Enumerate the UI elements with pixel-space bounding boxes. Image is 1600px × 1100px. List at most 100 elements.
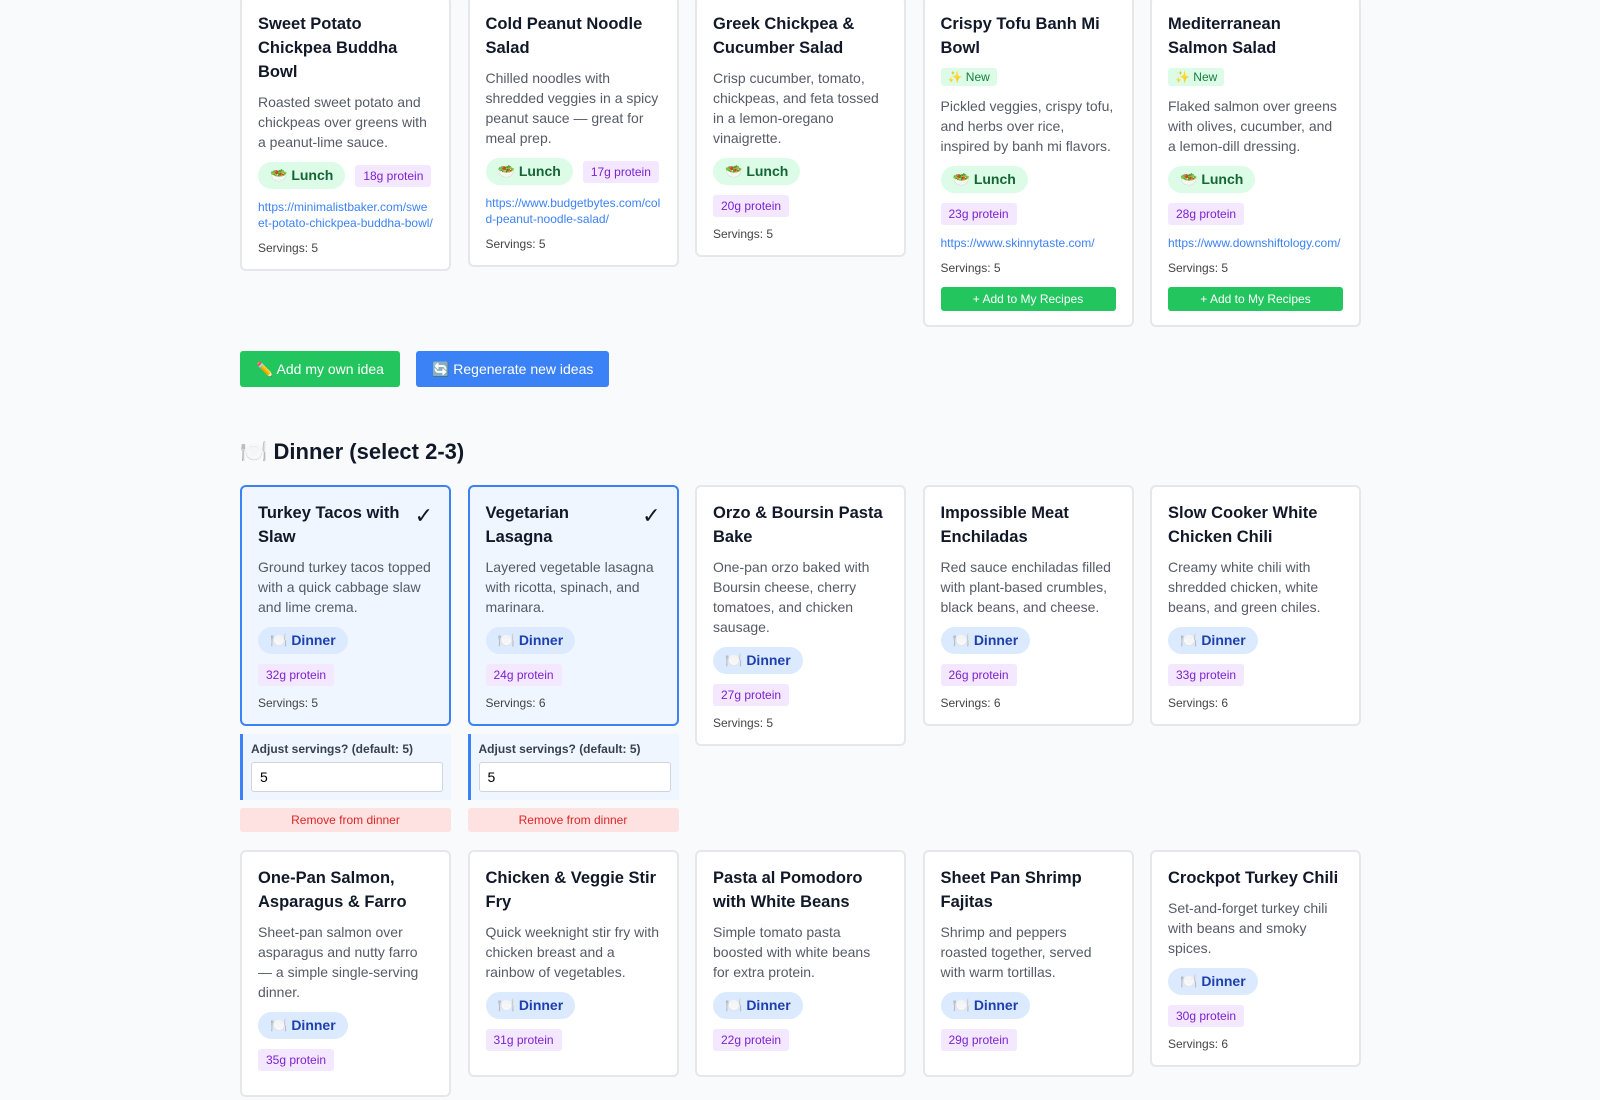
recipe-card[interactable]: Chicken & Veggie Stir Fry Quick weeknight… [467,850,679,1077]
recipe-card[interactable]: Sweet Potato Chickpea Buddha Bowl Roasted… [240,0,451,271]
card-column: Crispy Tofu Banh Mi Bowl ✨ New Pickled veg… [922,0,1134,327]
recipe-card[interactable]: Mediterranean Salmon Salad ✨ New Flaked sa… [1150,0,1361,327]
card-title: Chicken & Veggie Stir Fry [485,869,657,911]
servings-input[interactable] [251,762,443,792]
card-title-row: Turkey Tacos with Slaw ✓ [258,501,433,549]
card-description: Layered vegetable lasagna with ricotta, … [485,559,654,615]
tag-row: 🍽️ Dinner 31g protein [485,992,661,1051]
servings-input[interactable] [478,762,671,792]
recipe-card[interactable]: Turkey Tacos with Slaw ✓ Ground turkey tac… [240,485,451,726]
meal-tag: 🥗 Lunch [1168,166,1256,193]
lunch-grid: Sweet Potato Chickpea Buddha Bowl Roasted… [240,0,1361,327]
servings: Servings: 6 [1168,1037,1229,1051]
tag-row: 🍽️ Dinner 22g protein [713,992,888,1051]
servings: Servings: 6 [485,696,546,710]
recipe-card[interactable]: Vegetarian Lasagna ✓ Layered vegetable las… [467,485,679,726]
card-title: Crispy Tofu Banh Mi Bowl [940,15,1100,57]
card-description: Shrimp and peppers roasted together, ser… [940,924,1092,980]
remove-button[interactable]: Remove from dinner [240,808,451,832]
protein-tag: 17g protein [582,160,659,183]
dinner-heading: 🍽️ Dinner (select 2-3) [240,439,465,464]
card-column: One-Pan Salmon, Asparagus & Farro Sheet-p… [240,850,451,1097]
tag-row: 🍽️ Dinner 26g protein [940,627,1116,686]
meal-tag: 🥗 Lunch [485,158,573,185]
card-description: Crisp cucumber, tomato, chickpeas, and f… [713,70,879,146]
remove-button[interactable]: Remove from dinner [467,808,679,832]
recipe-link[interactable]: https://www.skinnytaste.com/ [940,236,1095,250]
recipe-card[interactable]: Slow Cooker White Chicken Chili Creamy wh… [1150,485,1361,726]
card-title-row: Chicken & Veggie Stir Fry [486,866,661,914]
tag-row: 🍽️ Dinner 35g protein [258,1012,433,1071]
card-title: Impossible Meat Enchiladas [940,504,1069,546]
card-title: Vegetarian Lasagna [485,504,569,546]
tag-row: 🥗 Lunch 18g protein [258,162,433,189]
recipe-card[interactable]: One-Pan Salmon, Asparagus & Farro Sheet-p… [240,850,451,1097]
card-column: Vegetarian Lasagna ✓ Layered vegetable las… [467,485,679,832]
protein-tag: 27g protein [713,684,790,706]
servings: Servings: 6 [1168,696,1229,710]
new-badge: ✨ New [1168,68,1225,86]
meal-tag: 🍽️ Dinner [258,1012,348,1039]
recipe-link[interactable]: https://minimalistbaker.com/sweet-potato… [258,200,433,230]
adjust-servings-panel: Adjust servings? (default: 5) [240,734,451,800]
protein-tag: 20g protein [713,195,790,217]
tag-row: 🥗 Lunch 23g protein [940,166,1116,225]
recipe-card[interactable]: Crispy Tofu Banh Mi Bowl ✨ New Pickled veg… [922,0,1134,327]
meal-tag: 🥗 Lunch [258,162,346,189]
add-idea-button[interactable]: ✏️ Add my own idea [240,351,400,387]
card-title: Slow Cooker White Chicken Chili [1168,504,1318,546]
card-title-row: Orzo & Boursin Pasta Bake [713,501,888,549]
recipe-card[interactable]: Pasta al Pomodoro with White Beans Simple… [695,850,906,1077]
card-title: Turkey Tacos with Slaw [258,504,400,546]
recipe-card[interactable]: Greek Chickpea & Cucumber Salad Crisp cuc… [695,0,906,257]
app: Sweet Potato Chickpea Buddha Bowl Roasted… [240,0,1361,1097]
meal-tag: 🍽️ Dinner [713,992,803,1019]
card-title-row: Slow Cooker White Chicken Chili [1168,501,1343,549]
recipe-card[interactable]: Impossible Meat Enchiladas Red sauce ench… [922,485,1134,726]
protein-tag: 31g protein [485,1029,562,1051]
add-to-recipes-button[interactable]: + Add to My Recipes [940,287,1116,311]
recipe-card[interactable]: Orzo & Boursin Pasta Bake One-pan orzo ba… [695,485,906,746]
adjust-label: Adjust servings? (default: 5) [251,742,414,756]
recipe-card[interactable]: Cold Peanut Noodle Salad Chilled noodles … [467,0,679,267]
card-title-row: Mediterranean Salmon Salad [1168,12,1343,60]
card-column: Slow Cooker White Chicken Chili Creamy wh… [1150,485,1361,726]
card-description: Flaked salmon over greens with olives, c… [1168,98,1337,154]
protein-tag: 22g protein [713,1029,790,1051]
tag-row: 🍽️ Dinner 32g protein [258,627,433,686]
tag-row: 🍽️ Dinner 24g protein [485,627,661,686]
card-description: One-pan orzo baked with Boursin cheese, … [713,559,870,635]
recipe-card[interactable]: Sheet Pan Shrimp Fajitas Shrimp and peppe… [922,850,1134,1077]
regenerate-button[interactable]: 🔄 Regenerate new ideas [415,351,610,387]
protein-tag: 32g protein [258,664,335,686]
servings: Servings: 5 [713,716,774,730]
servings: Servings: 5 [485,237,546,251]
card-column: Mediterranean Salmon Salad ✨ New Flaked sa… [1150,0,1361,327]
card-title-row: Pasta al Pomodoro with White Beans [713,866,888,914]
dinner-grid: Turkey Tacos with Slaw ✓ Ground turkey tac… [240,485,1361,1097]
selected-check: ✓ [414,503,433,528]
tag-row: 🥗 Lunch 17g protein [485,158,661,185]
card-column: Sheet Pan Shrimp Fajitas Shrimp and peppe… [922,850,1134,1077]
card-column: Greek Chickpea & Cucumber Salad Crisp cuc… [695,0,906,257]
recipe-link[interactable]: https://www.downshiftology.com/ [1168,236,1341,250]
protein-tag: 23g protein [940,203,1017,225]
card-title-row: One-Pan Salmon, Asparagus & Farro [258,866,433,914]
add-to-recipes-button[interactable]: + Add to My Recipes [1168,287,1343,311]
card-title-row: Sheet Pan Shrimp Fajitas [941,866,1116,914]
card-title: Sweet Potato Chickpea Buddha Bowl [258,15,398,81]
card-column: Chicken & Veggie Stir Fry Quick weeknight… [467,850,679,1077]
card-title: Orzo & Boursin Pasta Bake [713,504,883,546]
meal-tag: 🥗 Lunch [713,158,801,185]
selected-check: ✓ [642,503,661,528]
recipe-link[interactable]: https://www.budgetbytes.com/cold-peanut-… [485,196,661,226]
recipe-card[interactable]: Crockpot Turkey Chili Set-and-forget turk… [1150,850,1361,1067]
card-description: Red sauce enchiladas filled with plant-b… [940,559,1111,615]
card-title: Crockpot Turkey Chili [1168,869,1339,887]
protein-tag: 29g protein [940,1029,1017,1051]
meal-tag: 🥗 Lunch [940,166,1028,193]
card-title: Sheet Pan Shrimp Fajitas [940,869,1082,911]
protein-tag: 33g protein [1168,664,1245,686]
servings: Servings: 5 [940,261,1001,275]
